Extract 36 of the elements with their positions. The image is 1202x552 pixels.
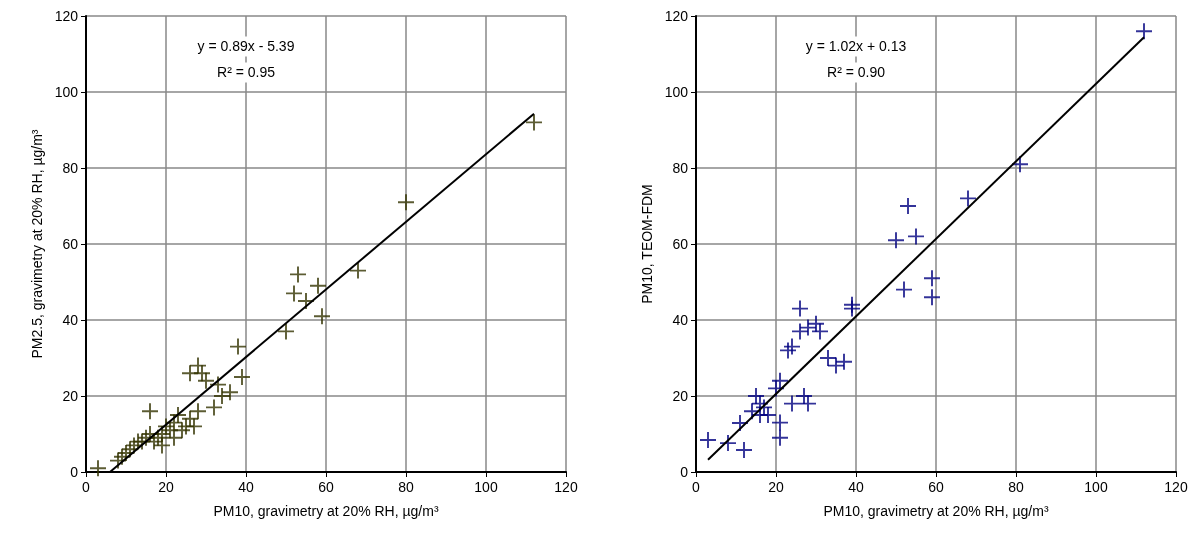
y-tick-label: 0 (70, 464, 79, 480)
y-tick-label: 60 (672, 236, 689, 252)
y-tick-label: 40 (672, 312, 689, 328)
x-tick-label: 120 (554, 479, 578, 495)
y-axis-title: PM10, TEOM-FDM (638, 184, 655, 304)
y-tick-label: 120 (54, 8, 79, 24)
y-tick-label: 100 (664, 84, 689, 100)
x-axis-title: PM10, gravimetry at 20% RH, µg/m³ (823, 503, 1049, 519)
x-tick-label: 40 (848, 479, 864, 495)
x-tick-label: 60 (318, 479, 334, 495)
annotation: y = 1.02x + 0.13 (805, 38, 907, 55)
y-tick-label: 120 (664, 8, 689, 24)
x-tick-label: 100 (474, 479, 498, 495)
annotation: R² = 0.90 (827, 64, 886, 81)
y-tick-label: 80 (672, 160, 689, 176)
y-tick-label: 40 (62, 312, 79, 328)
y-tick-label: 100 (54, 84, 79, 100)
x-tick-label: 20 (768, 479, 784, 495)
x-tick-label: 120 (1164, 479, 1188, 495)
y-tick-label: 0 (680, 464, 689, 480)
x-tick-label: 40 (238, 479, 254, 495)
y-axis-title: PM2.5, gravimetry at 20% RH, µg/m³ (28, 129, 45, 359)
y-tick-label: 20 (62, 388, 79, 404)
x-tick-label: 60 (928, 479, 944, 495)
y-tick-label: 60 (62, 236, 79, 252)
x-tick-label: 0 (692, 479, 701, 495)
x-tick-label: 80 (398, 479, 414, 495)
y-tick-label: 80 (62, 160, 79, 176)
x-tick-label: 100 (1084, 479, 1108, 495)
x-tick-label: 0 (82, 479, 91, 495)
annotation: y = 0.89x - 5.39 (197, 38, 295, 55)
x-axis-title: PM10, gravimetry at 20% RH, µg/m³ (213, 503, 439, 519)
annotation: R² = 0.95 (217, 64, 276, 81)
x-tick-label: 20 (158, 479, 174, 495)
y-tick-label: 20 (672, 388, 689, 404)
x-tick-label: 80 (1008, 479, 1024, 495)
